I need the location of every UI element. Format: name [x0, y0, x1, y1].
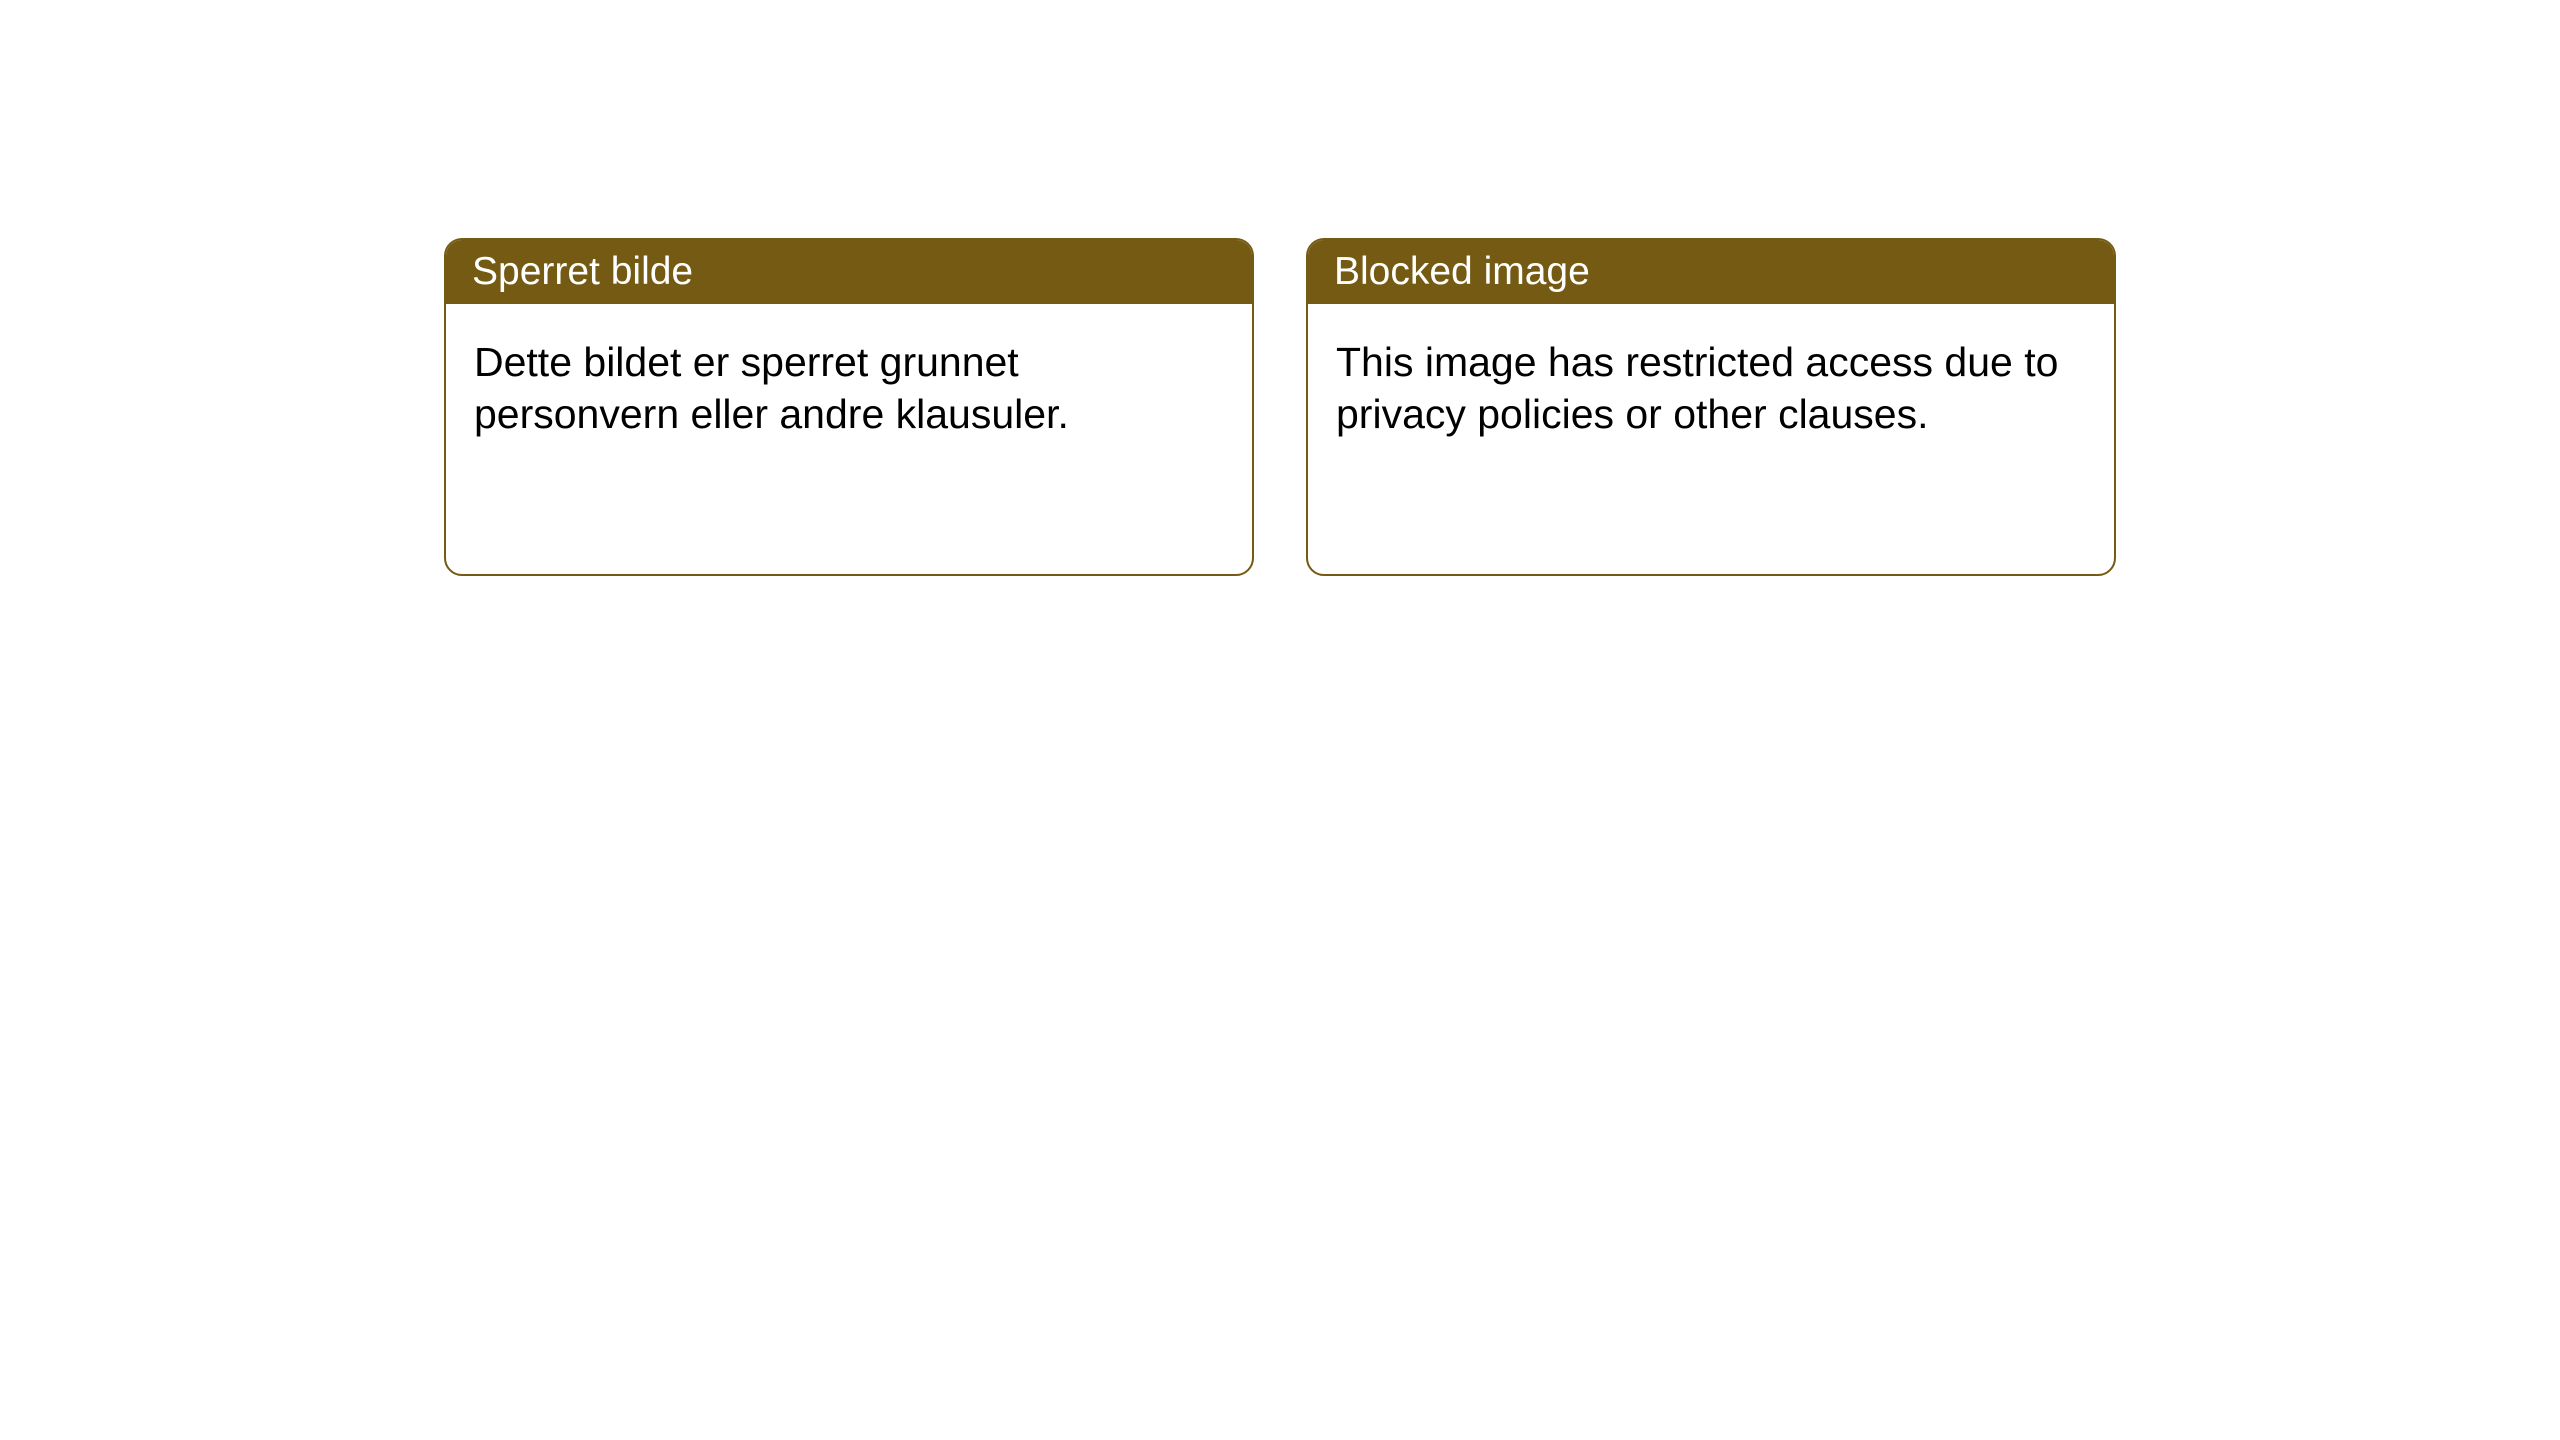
card-body: Dette bildet er sperret grunnet personve…	[446, 304, 1252, 574]
card-body-text: This image has restricted access due to …	[1336, 339, 2058, 437]
card-body: This image has restricted access due to …	[1308, 304, 2114, 574]
card-header: Sperret bilde	[446, 240, 1252, 304]
card-header: Blocked image	[1308, 240, 2114, 304]
cards-container: Sperret bilde Dette bildet er sperret gr…	[0, 0, 2560, 576]
card-title: Sperret bilde	[472, 250, 693, 293]
notice-card-norwegian: Sperret bilde Dette bildet er sperret gr…	[444, 238, 1254, 576]
card-body-text: Dette bildet er sperret grunnet personve…	[474, 339, 1069, 437]
notice-card-english: Blocked image This image has restricted …	[1306, 238, 2116, 576]
card-title: Blocked image	[1334, 250, 1590, 293]
